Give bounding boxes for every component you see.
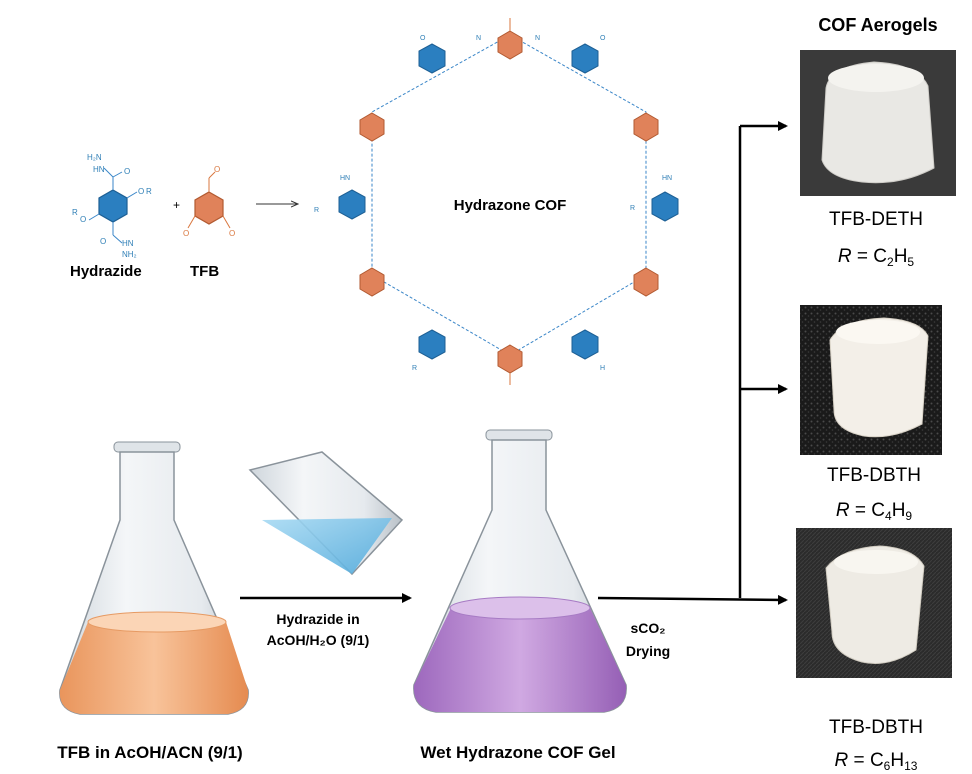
h2n-label: H₂N <box>87 153 102 162</box>
o-label: O <box>600 35 606 42</box>
hn-label: HN <box>340 175 350 182</box>
o-label: O <box>138 187 144 196</box>
beaker-hydrazide <box>248 451 404 576</box>
r-label: R <box>146 187 152 196</box>
flask-cof-gel <box>413 429 627 713</box>
aerogel-caption-1: TFB-DETH R = C2H5 <box>829 209 923 269</box>
r-label: R <box>630 205 635 212</box>
aerogel-formula: R = C4H9 <box>836 500 913 523</box>
step2-label-line2: Drying <box>626 643 670 659</box>
hydrazide-monomer: H₂N HN O O R O R O HN NH₂ <box>72 153 152 259</box>
orange-ring-bottom <box>497 344 523 385</box>
tfb-benzene-ring <box>194 191 224 225</box>
aerogel-photo-dbth <box>800 305 942 455</box>
blue-ring-right <box>651 191 679 222</box>
aerogel-formula: R = C6H13 <box>835 750 918 773</box>
o-label: O <box>183 229 189 238</box>
aerogel-caption-3: TFB-DBTH R = C6H13 <box>829 717 923 773</box>
aerogels-title: COF Aerogels <box>818 15 937 35</box>
o-label: O <box>124 167 130 176</box>
orange-ring-top <box>497 18 523 60</box>
aerogel-name: TFB-DETH <box>829 209 923 230</box>
orange-solution <box>59 622 249 714</box>
hydrazide-solution <box>262 518 392 574</box>
step1-label-line1: Hydrazide in <box>276 611 359 627</box>
o-label: O <box>100 237 106 246</box>
orange-ring-upper-right <box>633 112 659 142</box>
plus-sign: + <box>173 198 180 212</box>
hydrazide-label: Hydrazide <box>70 263 142 280</box>
flask1-label: TFB in AcOH/ACN (9/1) <box>57 743 242 762</box>
aerogel-name: TFB-DBTH <box>827 465 921 486</box>
o-label: O <box>229 229 235 238</box>
step1-label-line2: AcOH/H₂O (9/1) <box>267 632 370 648</box>
flask2-label: Wet Hydrazone COF Gel <box>420 743 615 762</box>
n-label: N <box>535 35 540 42</box>
step2-label-line1: sCO₂ <box>630 620 665 636</box>
aerogel-formula: R = C2H5 <box>838 246 915 269</box>
orange-ring-lower-right <box>633 267 659 297</box>
r-label: R <box>412 365 417 372</box>
hn-label: HN <box>93 165 105 174</box>
orange-ring-upper-left <box>359 112 385 142</box>
aerogel-photo-deth <box>800 50 956 196</box>
r-label: R <box>314 207 319 214</box>
blue-ring-top-right <box>571 43 599 74</box>
flask-tfb-solution <box>59 441 249 715</box>
aerogel-name: TFB-DBTH <box>829 717 923 738</box>
orange-ring-lower-left <box>359 267 385 297</box>
tfb-monomer: O O O <box>183 165 235 238</box>
blue-ring-bottom-left <box>418 329 446 360</box>
tfb-label: TFB <box>190 263 219 280</box>
nh2-label: NH₂ <box>122 250 137 259</box>
aerogel-photo-dhth <box>796 528 952 678</box>
hydrazide-benzene-ring <box>98 189 128 223</box>
blue-ring-bottom-right <box>571 329 599 360</box>
h-label: H <box>600 365 605 372</box>
nh-label: HN <box>122 239 134 248</box>
step2-arrow <box>597 594 788 605</box>
r-label: R <box>72 208 78 217</box>
aerogel-caption-2: TFB-DBTH R = C4H9 <box>827 465 921 523</box>
n-label: N <box>476 35 481 42</box>
purple-gel <box>413 608 627 712</box>
blue-ring-top-left <box>418 43 446 74</box>
hn-label: HN <box>662 175 672 182</box>
hydrazone-cof-structure: N N O O HN HN R R H R <box>314 18 679 385</box>
o-label: O <box>420 35 426 42</box>
o-label: O <box>214 165 220 174</box>
blue-ring-left <box>338 189 366 220</box>
o-label: O <box>80 215 86 224</box>
hydrazone-cof-label: Hydrazone COF <box>454 197 567 214</box>
